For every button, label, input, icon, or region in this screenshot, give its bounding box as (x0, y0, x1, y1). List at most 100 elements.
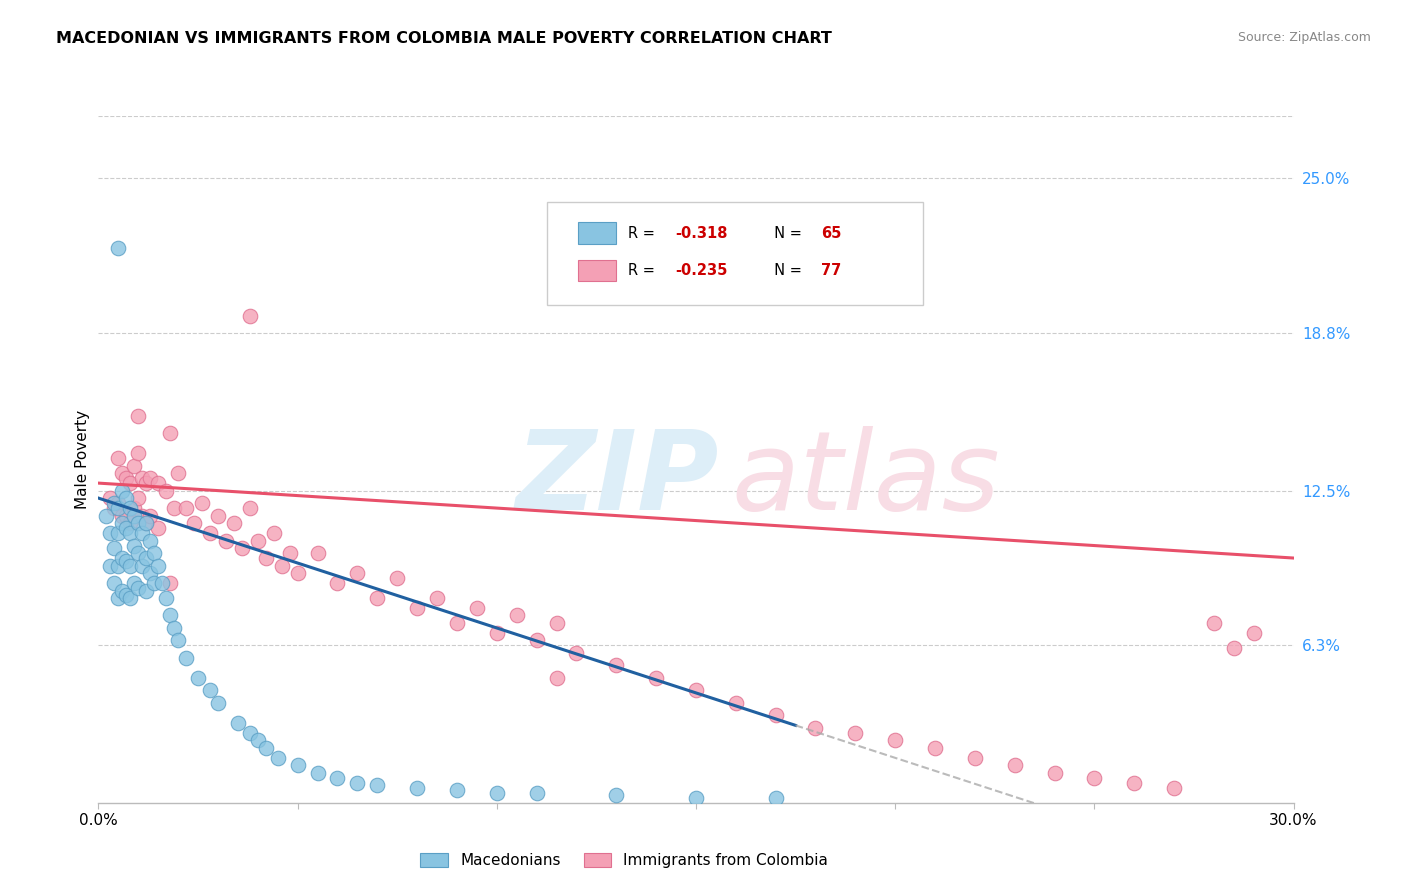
Point (163, 501, 186, 516)
Point (127, 581, 149, 595)
Point (111, 551, 134, 566)
Point (107, 496, 129, 510)
Point (1222, 640, 1246, 655)
Point (287, 566, 309, 580)
Point (107, 526, 129, 541)
Point (127, 409, 149, 423)
Point (239, 726, 262, 740)
Point (326, 576, 349, 591)
Point (222, 516, 245, 530)
Point (115, 521, 138, 535)
Point (1004, 758, 1026, 772)
Point (120, 516, 142, 530)
Point (96, 508, 118, 523)
Point (111, 508, 134, 523)
Point (346, 776, 368, 790)
Point (1043, 765, 1066, 780)
Point (366, 778, 388, 792)
Point (183, 516, 205, 530)
Point (135, 516, 157, 530)
Point (103, 541, 125, 555)
Point (127, 516, 149, 530)
Text: -0.318: -0.318 (676, 226, 728, 241)
Point (135, 476, 157, 491)
Point (246, 733, 269, 747)
Legend: Macedonians, Immigrants from Colombia: Macedonians, Immigrants from Colombia (415, 847, 834, 874)
Point (111, 466, 134, 480)
Point (685, 790, 707, 805)
Point (103, 501, 125, 516)
Point (446, 615, 468, 630)
Point (107, 591, 129, 605)
Point (124, 458, 146, 473)
Point (426, 591, 449, 605)
Point (115, 471, 138, 485)
Point (107, 501, 129, 516)
Point (346, 566, 368, 580)
Point (135, 516, 157, 530)
Text: 77: 77 (821, 263, 842, 278)
Point (239, 309, 262, 323)
Point (765, 708, 787, 723)
Text: R =: R = (628, 226, 659, 241)
Point (366, 591, 388, 605)
Point (924, 740, 946, 755)
Point (143, 546, 166, 560)
Point (107, 241, 129, 255)
Point (406, 601, 429, 615)
Point (124, 576, 146, 591)
Point (127, 546, 149, 560)
Point (270, 558, 292, 573)
Point (150, 576, 173, 591)
Point (155, 483, 177, 498)
Text: Source: ZipAtlas.com: Source: ZipAtlas.com (1237, 31, 1371, 45)
Point (139, 566, 162, 580)
Point (307, 546, 329, 560)
Point (239, 501, 262, 516)
Y-axis label: Male Poverty: Male Poverty (75, 409, 90, 509)
Point (115, 508, 138, 523)
FancyBboxPatch shape (578, 260, 616, 282)
Point (1123, 776, 1146, 790)
Point (167, 466, 190, 480)
Point (103, 496, 125, 510)
Text: N =: N = (765, 226, 807, 241)
Point (1243, 626, 1265, 640)
Point (139, 508, 162, 523)
Point (139, 533, 162, 548)
Point (254, 740, 277, 755)
Point (139, 471, 162, 485)
Point (159, 608, 181, 623)
Point (254, 551, 277, 566)
Point (287, 758, 309, 772)
Point (765, 790, 787, 805)
Point (307, 765, 329, 780)
Point (526, 786, 548, 800)
Point (406, 780, 429, 795)
Point (120, 558, 142, 573)
Point (107, 451, 129, 466)
Point (645, 671, 668, 685)
Point (465, 601, 488, 615)
Point (103, 576, 125, 591)
Text: ZIP: ZIP (516, 426, 720, 533)
Point (135, 583, 157, 598)
FancyBboxPatch shape (578, 222, 616, 244)
FancyBboxPatch shape (547, 202, 922, 305)
Point (127, 491, 149, 505)
Point (844, 726, 866, 740)
Point (120, 591, 142, 605)
Point (163, 621, 186, 635)
Point (267, 751, 290, 765)
Point (155, 591, 177, 605)
Point (546, 671, 568, 685)
Point (111, 483, 134, 498)
Text: N =: N = (765, 263, 807, 278)
Point (1163, 780, 1185, 795)
Point (963, 751, 986, 765)
Point (565, 646, 588, 660)
Text: MACEDONIAN VS IMMIGRANTS FROM COLOMBIA MALE POVERTY CORRELATION CHART: MACEDONIAN VS IMMIGRANTS FROM COLOMBIA M… (56, 31, 832, 46)
Point (143, 576, 166, 591)
Point (1202, 615, 1225, 630)
Text: atlas: atlas (733, 426, 1001, 533)
